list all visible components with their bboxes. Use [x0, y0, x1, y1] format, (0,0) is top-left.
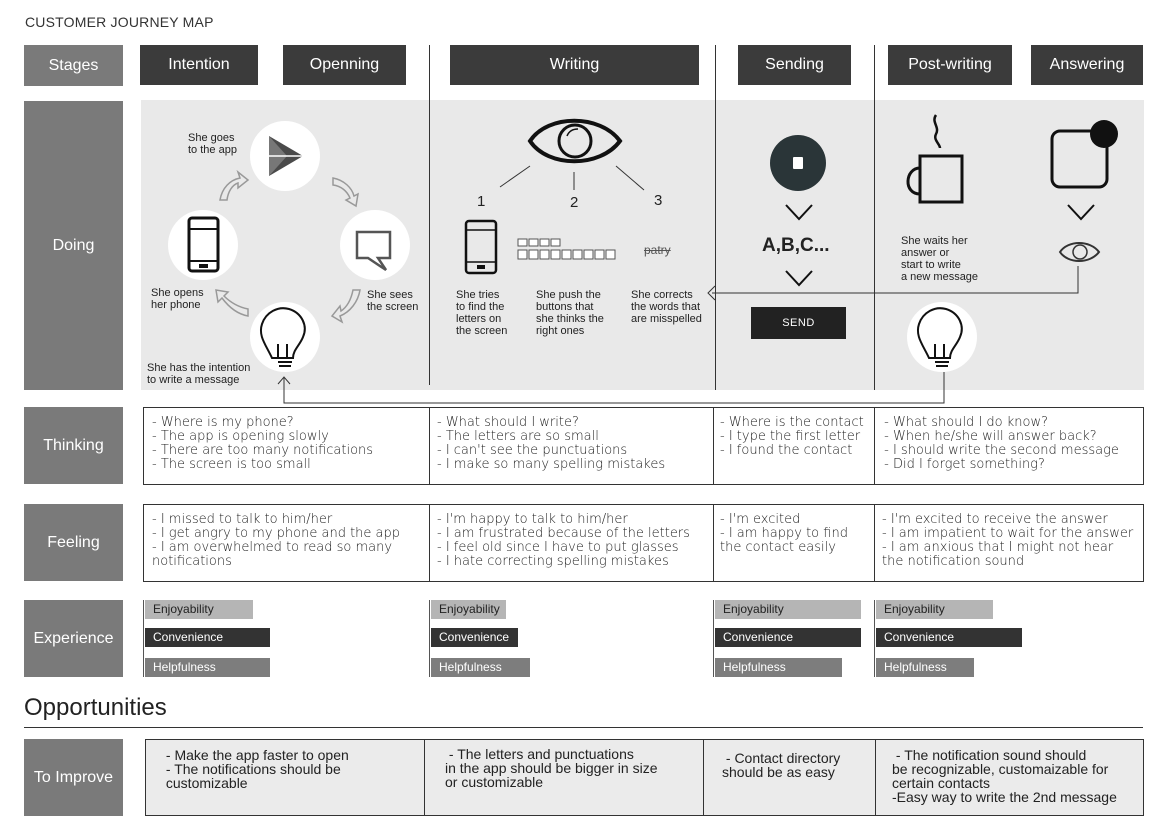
- caption-corrects: She corrects the words that are misspell…: [631, 289, 702, 325]
- divider-line: [874, 45, 875, 390]
- stage-sending: Sending: [738, 45, 851, 85]
- feeling-cell: - I'm excited to receive the answer - I a…: [882, 512, 1134, 569]
- keyboard-icon: [517, 238, 616, 260]
- divider-line: [715, 45, 716, 390]
- caption-intention: She has the intention to write a message: [147, 362, 251, 386]
- thinking-cell: - What should I write? - The letters are …: [437, 415, 666, 472]
- experience-bar-helpfulness: Helpfulness: [876, 658, 974, 677]
- caption-sees-screen: She sees the screen: [367, 289, 419, 313]
- thinking-box: - Where is my phone? - The app is opening…: [143, 407, 1144, 485]
- abc-label: A,B,C...: [762, 235, 830, 256]
- row-label-thinking: Thinking: [24, 407, 123, 484]
- step-number: 3: [654, 192, 663, 209]
- experience-bar-helpfulness: Helpfulness: [715, 658, 842, 677]
- feeling-cell: - I missed to talk to him/her - I get ang…: [152, 512, 401, 569]
- send-button[interactable]: SEND: [751, 307, 846, 339]
- row-label-experience: Experience: [24, 600, 123, 677]
- caption-goes-app: She goes to the app: [188, 132, 237, 156]
- phone-icon: [187, 216, 220, 273]
- thinking-cell: - What should I do know? - When he/she w…: [880, 415, 1119, 472]
- step-number: 1: [477, 193, 486, 210]
- improve-cell: - Make the app faster to open - The noti…: [145, 739, 425, 816]
- experience-bar-enjoyability: Enjoyability: [715, 600, 861, 619]
- experience-bar-enjoyability: Enjoyability: [145, 600, 253, 619]
- stage-writing: Writing: [450, 45, 699, 85]
- experience-bar-helpfulness: Helpfulness: [145, 658, 270, 677]
- divider-line: [429, 45, 430, 385]
- experience-bar-convenience: Convenience: [876, 628, 1022, 647]
- map-title: CUSTOMER JOURNEY MAP: [25, 14, 214, 30]
- experience-bar-helpfulness: Helpfulness: [431, 658, 530, 677]
- row-label-stages: Stages: [24, 45, 123, 86]
- experience-bar-enjoyability: Enjoyability: [876, 600, 993, 619]
- flow-arrow-icon: [215, 169, 361, 324]
- eye-icon: [527, 118, 623, 164]
- misspelled-word: patry: [644, 243, 671, 257]
- stage-openning: Openning: [283, 45, 406, 85]
- row-label-to-improve: To Improve: [24, 739, 123, 816]
- experience-bar-enjoyability: Enjoyability: [431, 600, 506, 619]
- opportunities-divider: [24, 727, 1143, 728]
- improve-cell: - The letters and punctuations in the app…: [424, 739, 704, 816]
- phone-icon-small: [464, 219, 498, 275]
- caption-push: She push the buttons that she thinks the…: [536, 289, 604, 337]
- improve-cell: - Contact directory should be as easy: [703, 739, 876, 816]
- row-label-doing: Doing: [24, 101, 123, 390]
- message-icon: [355, 230, 392, 272]
- step-number: 2: [570, 194, 579, 211]
- caption-opens-phone: She opens her phone: [151, 287, 204, 311]
- thinking-cell: - Where is the contact - I type the first…: [720, 415, 864, 458]
- stage-post-writing: Post-writing: [888, 45, 1012, 85]
- caption-tries: She tries to find the letters on the scr…: [456, 289, 508, 337]
- notification-icon: [1050, 129, 1109, 189]
- feeling-cell: - I'm happy to talk to him/her - I am fru…: [437, 512, 690, 569]
- lightbulb-icon: [260, 307, 306, 367]
- coffee-mug-icon: [906, 114, 964, 204]
- experience-bar-convenience: Convenience: [431, 628, 518, 647]
- stage-answering: Answering: [1031, 45, 1143, 85]
- improve-cell: - The notification sound should be recogn…: [875, 739, 1144, 816]
- feeling-cell: - I'm excited - I am happy to find the con…: [720, 512, 848, 555]
- eye-icon-small: [1058, 242, 1101, 262]
- row-label-feeling: Feeling: [24, 504, 123, 581]
- stage-intention: Intention: [140, 45, 258, 85]
- opportunities-heading: Opportunities: [24, 694, 167, 721]
- thinking-cell: - Where is my phone? - The app is opening…: [152, 415, 374, 472]
- caption-waits: She waits her answer or start to write a…: [901, 235, 979, 283]
- lightbulb-icon: [917, 307, 963, 367]
- experience-bar-convenience: Convenience: [715, 628, 861, 647]
- feeling-box: - I missed to talk to him/her - I get ang…: [143, 504, 1144, 582]
- play-store-icon: [269, 136, 303, 176]
- experience-bar-convenience: Convenience: [145, 628, 270, 647]
